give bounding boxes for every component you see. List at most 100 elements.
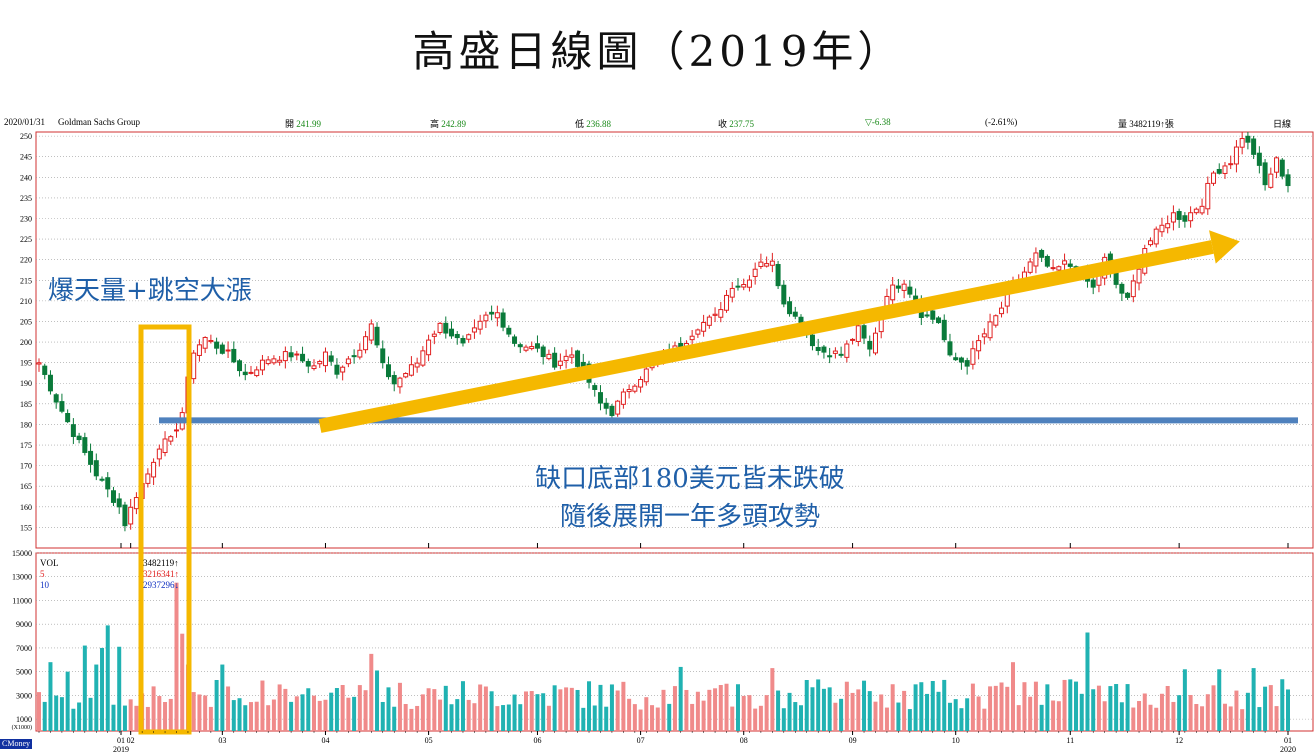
price-tick-label: 195: [20, 359, 32, 368]
volume-bar: [598, 684, 603, 731]
candle-body: [174, 429, 180, 432]
volume-bar: [191, 692, 196, 731]
candle-body: [443, 322, 449, 334]
candle-body: [426, 339, 432, 356]
volume-bar: [690, 703, 695, 731]
volume-bar: [999, 682, 1004, 731]
candle-body: [1067, 263, 1073, 267]
volume-bar: [982, 708, 987, 731]
candle-body: [546, 353, 552, 360]
candle-body: [1285, 174, 1291, 187]
candle-body: [397, 377, 403, 388]
candle-body: [861, 325, 867, 339]
candle-body: [294, 353, 300, 356]
volume-bar: [1257, 707, 1262, 731]
candle-body: [168, 436, 174, 442]
volume-bar: [988, 686, 993, 731]
candle-body: [374, 326, 380, 346]
candle-body: [105, 477, 111, 490]
candle-body: [1130, 280, 1136, 298]
candle-body: [592, 385, 598, 390]
month-tick-label: 10: [952, 736, 960, 745]
volume-bar: [518, 704, 523, 731]
volume-bar: [609, 684, 614, 731]
volume-bar: [105, 625, 110, 731]
candle-body: [42, 365, 48, 375]
price-tick-label: 245: [20, 153, 32, 162]
candle-body: [1090, 279, 1096, 288]
volume-bar: [231, 700, 236, 731]
candle-body: [895, 285, 901, 289]
volume-bar: [896, 702, 901, 731]
volume-bar: [672, 686, 677, 731]
candle-body: [609, 405, 615, 416]
candle-body: [1188, 212, 1194, 222]
candle-body: [769, 260, 775, 266]
volume-bar: [134, 705, 139, 731]
volume-bar: [420, 694, 425, 731]
candle-body: [368, 323, 374, 341]
volume-bar: [352, 696, 357, 731]
volume-bar: [1125, 684, 1130, 731]
volume-bar: [1263, 686, 1268, 731]
volume-tick-label: 15000: [12, 549, 32, 558]
candle-body: [832, 350, 838, 354]
candle-body: [534, 343, 540, 349]
candle-body: [1245, 135, 1251, 143]
volume-bar: [1062, 679, 1067, 731]
candle-body: [1004, 293, 1010, 307]
candle-body: [311, 365, 317, 370]
volume-bar: [684, 689, 689, 731]
volume-info: 量 3482119↑張: [1118, 119, 1174, 129]
volume-tick-label: 1000: [16, 715, 32, 724]
candle-body: [890, 284, 896, 301]
volume-bar: [1142, 693, 1147, 731]
volume-bar: [735, 684, 740, 731]
candle-body: [827, 355, 833, 358]
volume-bar: [713, 688, 718, 731]
candle-body: [563, 355, 569, 362]
candle-body: [363, 336, 369, 351]
volume-bar: [1268, 685, 1273, 731]
volume-bar: [1068, 679, 1073, 731]
volume-bar: [65, 671, 70, 731]
candle-body: [248, 371, 254, 374]
volume-bar: [214, 679, 219, 731]
candle-body: [872, 332, 878, 354]
volume-bar: [959, 708, 964, 731]
volume-bar: [512, 694, 517, 731]
volume-bar: [248, 702, 253, 731]
candle-body: [88, 450, 94, 465]
month-tick-label: 11: [1066, 736, 1074, 745]
volume-bar: [426, 688, 431, 731]
candle-body: [1039, 249, 1045, 258]
volume-bar: [569, 687, 574, 731]
candle-body: [557, 360, 563, 366]
volume-bar: [243, 705, 248, 731]
quote-date: 2020/01/31: [4, 117, 46, 127]
candle-body: [357, 349, 363, 358]
candle-body: [729, 287, 735, 298]
volume-bar: [650, 705, 655, 731]
volume-bar: [82, 645, 87, 731]
candle-body: [214, 341, 220, 349]
volume-bar: [157, 696, 162, 731]
volume-bar: [1159, 693, 1164, 731]
volume-bar: [168, 698, 173, 731]
volume-bar: [323, 699, 328, 731]
volume-bar: [701, 700, 706, 731]
candle-body: [1119, 283, 1125, 294]
volume-bar: [890, 684, 895, 731]
volume-bar: [260, 680, 265, 731]
volume-bar: [357, 685, 362, 731]
volume-bar: [506, 704, 511, 731]
volume-bar: [1165, 685, 1170, 731]
candle-body: [1256, 152, 1262, 166]
volume-tick-label: 13000: [12, 573, 32, 582]
volume-bar: [902, 690, 907, 731]
candle-body: [764, 263, 770, 267]
candle-body: [76, 435, 82, 441]
candle-body: [981, 333, 987, 338]
volume-bar: [862, 680, 867, 731]
volume-bar: [1131, 707, 1136, 731]
